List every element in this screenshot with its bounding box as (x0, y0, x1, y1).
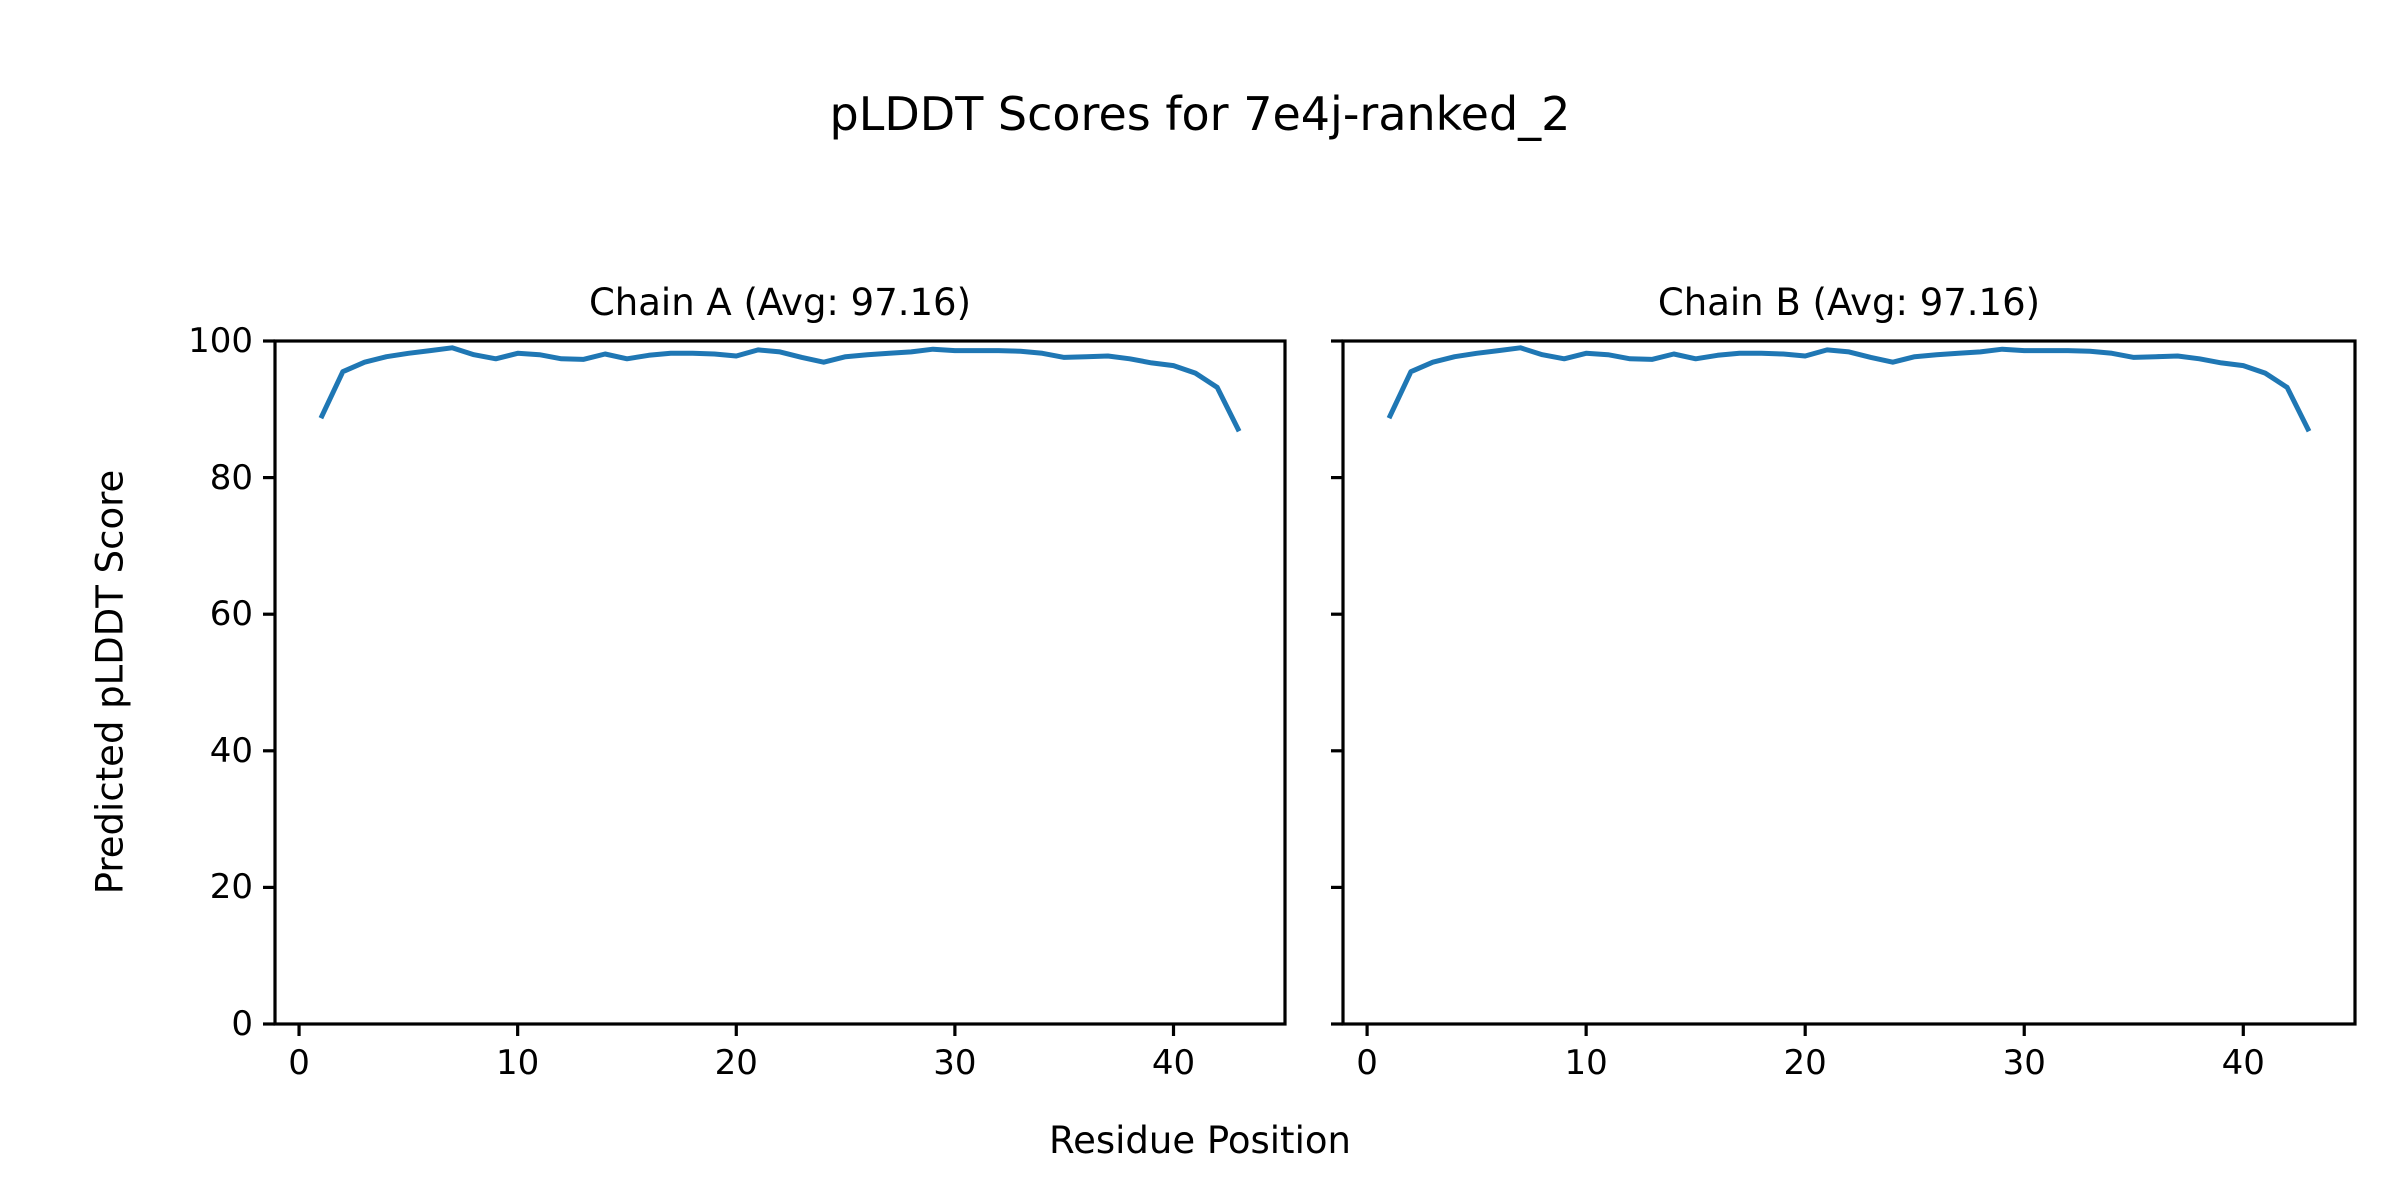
chain-a-axes-frame (273, 339, 1287, 1026)
y-tick-label-20: 20 (209, 867, 253, 908)
y-tick-label-0: 0 (231, 1004, 253, 1044)
x-tick-label-b-10: 10 (1564, 1043, 1608, 1083)
x-tick-label-a-40: 40 (1151, 1043, 1196, 1083)
chain-a-subplot-title: Chain A (Avg: 97.16) (588, 281, 972, 324)
y-tick-label-40: 40 (209, 730, 253, 771)
x-tick-label-b-0: 0 (1356, 1043, 1378, 1083)
x-tick-label-a-0: 0 (288, 1043, 310, 1083)
x-tick-label-b-20: 20 (1783, 1043, 1827, 1083)
y-tick-label-60: 60 (209, 594, 253, 635)
chain-b-plddt-line (1386, 345, 2312, 433)
chain-b-subplot-title: Chain B (Avg: 97.16) (1657, 281, 2041, 324)
x-tick-label-b-40: 40 (2221, 1043, 2265, 1083)
x-tick-label-b-30: 30 (2002, 1043, 2046, 1083)
figure-title: pLDDT Scores for 7e4j-ranked_2 (829, 87, 1571, 141)
x-tick-label-a-30: 30 (933, 1043, 977, 1083)
y-tick-label-100: 100 (188, 321, 253, 361)
chain-b-axes-frame (1341, 339, 2357, 1026)
x-tick-label-a-10: 10 (496, 1043, 540, 1083)
x-tick-label-a-20: 20 (714, 1043, 758, 1083)
y-tick-label-80: 80 (209, 457, 253, 498)
x-axis-label: Residue Position (1049, 1119, 1351, 1162)
chain-a-plddt-line (318, 345, 1242, 433)
